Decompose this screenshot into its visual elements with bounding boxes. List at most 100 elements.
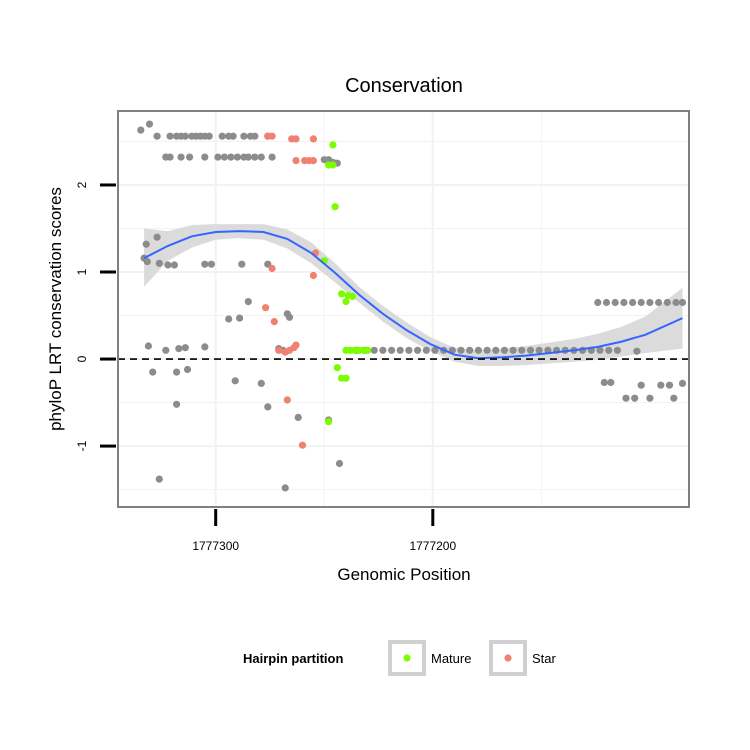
plot-border — [117, 110, 690, 508]
point-star — [309, 271, 317, 280]
point-other — [422, 346, 430, 354]
point-other — [244, 298, 252, 306]
point-other — [602, 298, 611, 307]
point-other — [201, 343, 209, 351]
point-other — [509, 346, 517, 354]
y-tick-label: 2 — [75, 181, 89, 188]
point-other — [665, 381, 674, 389]
point-star — [292, 157, 300, 165]
y-tick-label: -1 — [75, 440, 89, 451]
point-other — [335, 459, 344, 468]
point-other — [236, 314, 244, 322]
point-other — [379, 346, 387, 354]
point-mature — [325, 161, 333, 169]
point-other — [233, 153, 241, 161]
point-other — [205, 132, 213, 140]
point-other — [646, 394, 654, 402]
point-other — [142, 240, 150, 248]
legend-dot-star — [504, 654, 512, 662]
point-other — [240, 132, 248, 140]
point-other — [483, 346, 491, 354]
plot-panel — [118, 111, 689, 507]
point-other — [177, 153, 185, 161]
point-other — [637, 381, 645, 389]
point-other — [175, 345, 183, 353]
point-other — [457, 346, 465, 354]
point-other — [600, 378, 608, 387]
point-other — [153, 233, 161, 241]
point-other — [492, 346, 500, 354]
y-tick-label: 1 — [75, 268, 89, 275]
confidence-ribbon-group — [144, 224, 683, 366]
point-other — [672, 298, 680, 307]
point-other — [466, 346, 474, 354]
point-star — [292, 341, 300, 349]
point-other — [474, 346, 482, 354]
point-other — [500, 346, 509, 354]
point-other — [181, 132, 189, 140]
y-tick-label: 0 — [75, 355, 89, 362]
point-mature — [348, 292, 357, 300]
legend-key-mature — [388, 640, 426, 676]
point-other — [611, 298, 619, 307]
point-other — [225, 315, 233, 323]
point-other — [629, 298, 637, 307]
legend-item-star: Star — [489, 640, 557, 676]
point-mature — [329, 141, 337, 149]
smooth-line — [143, 230, 683, 360]
point-other — [631, 394, 639, 402]
chart-title: Conservation — [345, 75, 463, 97]
point-other — [143, 258, 151, 266]
point-other — [526, 346, 535, 354]
point-other — [238, 260, 246, 268]
point-other — [137, 126, 145, 134]
y-axis-title: phyloP LRT conservation scores — [46, 187, 65, 431]
point-other — [607, 378, 615, 387]
point-other — [257, 153, 265, 161]
point-star — [268, 132, 276, 140]
point-other — [637, 298, 645, 307]
point-other — [251, 132, 259, 140]
point-other — [633, 347, 641, 355]
point-other — [678, 298, 687, 307]
point-other — [518, 346, 526, 354]
point-other — [186, 153, 194, 161]
point-other — [594, 298, 602, 307]
point-other — [535, 346, 543, 354]
x-tick-label: 1777200 — [409, 539, 456, 553]
point-other — [144, 342, 152, 350]
point-other — [414, 346, 422, 354]
legend-label-mature: Mature — [431, 651, 471, 666]
point-other — [181, 344, 189, 352]
point-other — [201, 153, 209, 161]
point-other — [388, 346, 396, 354]
point-other — [396, 346, 404, 354]
point-other — [155, 259, 163, 267]
point-other — [405, 346, 413, 354]
point-other — [170, 261, 178, 269]
point-star — [292, 135, 300, 143]
point-other — [166, 153, 174, 161]
point-other — [251, 153, 259, 161]
point-other — [596, 346, 604, 354]
point-other — [145, 120, 154, 128]
point-other — [268, 153, 276, 161]
point-other — [257, 379, 265, 387]
point-mature — [364, 346, 372, 354]
point-other — [431, 346, 439, 354]
point-other — [605, 346, 613, 354]
legend-dot-mature — [403, 654, 411, 662]
point-mature — [338, 290, 346, 298]
point-other — [164, 261, 172, 269]
point-other — [655, 298, 663, 307]
point-other — [173, 400, 181, 408]
legend-item-mature: Mature — [388, 640, 471, 676]
point-other — [285, 313, 294, 321]
point-other — [214, 153, 222, 161]
point-other — [155, 475, 163, 483]
point-other — [613, 346, 622, 354]
legend-label-star: Star — [532, 651, 557, 666]
point-star — [270, 318, 278, 326]
point-star — [298, 441, 307, 449]
